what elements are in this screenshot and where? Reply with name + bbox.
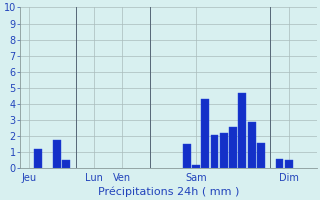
Bar xyxy=(192,165,200,168)
X-axis label: Précipitations 24h ( mm ): Précipitations 24h ( mm ) xyxy=(98,186,239,197)
Bar xyxy=(183,144,191,168)
Bar xyxy=(53,140,61,168)
Bar xyxy=(201,99,209,168)
Bar xyxy=(248,122,256,168)
Bar xyxy=(285,160,293,168)
Bar xyxy=(35,149,42,168)
Bar xyxy=(238,93,246,168)
Bar xyxy=(229,127,237,168)
Bar xyxy=(276,159,284,168)
Bar xyxy=(211,135,219,168)
Bar xyxy=(220,133,228,168)
Bar xyxy=(62,160,70,168)
Bar xyxy=(257,143,265,168)
